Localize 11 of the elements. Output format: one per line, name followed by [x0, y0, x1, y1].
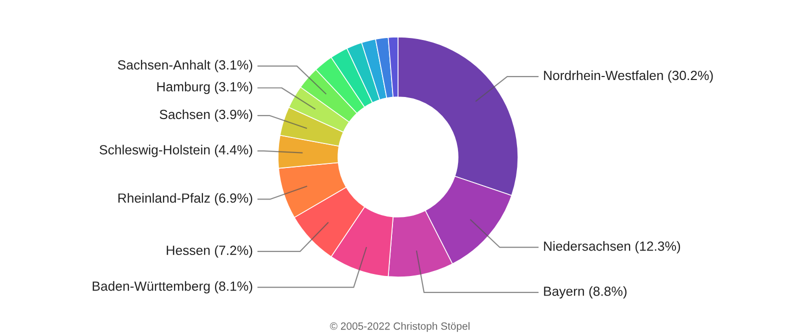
slice-label: Sachsen-Anhalt (3.1%) [118, 60, 252, 72]
slice-label: Hamburg (3.1%) [157, 82, 252, 94]
slice-label: Niedersachsen (12.3%) [544, 241, 680, 254]
text: © 2005-2022 Christoph Stöpel [330, 322, 470, 332]
slice-label: Sachsen (3.9%) [160, 109, 252, 122]
slice-label: Hessen (7.2%) [166, 245, 252, 258]
slice-label: Nordrhein-Westfalen (30.2%) [544, 70, 713, 83]
slice-label: Bayern (8.8%) [544, 286, 627, 299]
slice-label: Baden-Württemberg (8.1%) [92, 281, 252, 294]
slice-label: Schleswig-Holstein (4.4%) [100, 144, 252, 158]
slice-label: Rheinland-Pfalz (6.9%) [118, 193, 252, 206]
